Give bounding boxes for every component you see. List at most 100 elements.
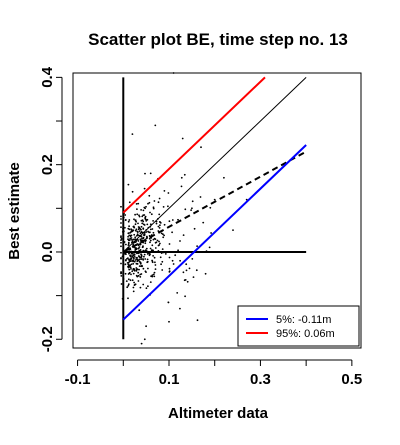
scatter-point [138, 268, 140, 271]
scatter-point [147, 202, 149, 205]
scatter-point [132, 286, 135, 289]
scatter-point [151, 275, 154, 278]
scatter-point [132, 243, 135, 246]
scatter-point [163, 234, 166, 237]
scatter-point [149, 211, 151, 214]
scatter-point [144, 215, 147, 218]
scatter-point [138, 309, 141, 312]
scatter-point [196, 319, 199, 322]
scatter-point [127, 220, 130, 223]
scatter-point [179, 307, 181, 310]
scatter-point [135, 257, 138, 259]
scatter-point [127, 278, 130, 281]
scatter-point [149, 228, 152, 231]
scatter-point [134, 213, 137, 216]
scatter-point [151, 274, 154, 276]
scatter-point [151, 228, 154, 230]
scatter-point [131, 270, 134, 273]
scatter-point [171, 259, 174, 262]
scatter-point [120, 241, 122, 244]
scatter-point [134, 236, 137, 239]
scatter-point [184, 295, 187, 298]
scatter-point [154, 264, 157, 266]
scatter-point [120, 275, 123, 277]
scatter-point [140, 253, 142, 256]
scatter-point [174, 254, 177, 257]
scatter-point [155, 241, 158, 244]
scatter-point [137, 271, 140, 274]
scatter-point [161, 248, 164, 251]
scatter-point [127, 266, 130, 269]
scatter-point [134, 229, 137, 232]
scatter-point [130, 268, 132, 270]
scatter-point [124, 214, 127, 216]
scatter-point [142, 237, 145, 240]
scatter-point [185, 269, 188, 272]
plot-frame [72, 72, 362, 349]
scatter-point [141, 222, 144, 225]
scatter-point [145, 247, 148, 250]
scatter-point [154, 268, 157, 270]
scatter-point [139, 232, 142, 235]
x-axis-label: Altimeter data [168, 405, 269, 422]
scatter-point [136, 230, 139, 233]
scatter-point [129, 231, 132, 234]
scatter-point [124, 226, 126, 229]
scatter-point [135, 267, 138, 269]
scatter-point [185, 263, 188, 266]
scatter-point [167, 301, 170, 304]
scatter-point [147, 267, 149, 270]
scatter-point [159, 224, 161, 227]
scatter-point [129, 247, 132, 250]
scatter-point [163, 190, 166, 192]
scatter-point [140, 209, 143, 211]
scatter-point [133, 283, 136, 286]
scatter-point [120, 239, 122, 242]
scatter-point [162, 233, 164, 236]
scatter-point [179, 259, 182, 262]
scatter-point [138, 226, 141, 229]
scatter-point [158, 240, 160, 243]
scatter-point [146, 253, 149, 255]
scatter-point [140, 258, 143, 260]
x-tick-label: -0.1 [65, 371, 91, 388]
scatter-point [120, 215, 122, 218]
scatter-point [142, 214, 145, 217]
scatter-point [199, 196, 202, 198]
scatter-point [134, 259, 137, 261]
scatter-point [136, 233, 139, 236]
scatter-point [130, 273, 132, 276]
scatter-point [171, 219, 174, 221]
x-tick-label: 0.5 [341, 371, 362, 388]
scatter-point [127, 273, 130, 275]
scatter-point [167, 192, 170, 194]
scatter-point [153, 271, 156, 274]
scatter-point [144, 207, 147, 210]
scatter-point [143, 253, 146, 256]
scatter-point [182, 271, 185, 274]
scatter-point [124, 272, 127, 275]
scatter-point [162, 236, 165, 239]
scatter-point [196, 245, 199, 248]
scatter-point [131, 255, 134, 258]
scatter-point [140, 342, 143, 345]
scatter-point [144, 172, 146, 175]
scatter-point [149, 247, 152, 250]
scatter-point [139, 262, 142, 265]
scatter-point [141, 215, 144, 218]
x-axis: -0.1 0.1 0.3 0.5 [65, 359, 362, 388]
scatter-point [128, 268, 131, 271]
scatter-point [149, 239, 152, 242]
scatter-point [154, 124, 157, 127]
scatter-point [140, 255, 143, 258]
scatter-point [126, 258, 128, 260]
scatter-point [131, 133, 134, 136]
x-tick-label: 0.1 [159, 371, 180, 388]
scatter-point [146, 260, 149, 263]
scatter-point [158, 197, 161, 200]
scatter-point [137, 247, 140, 250]
scatter-point [195, 269, 198, 272]
scatter-point [133, 281, 136, 284]
